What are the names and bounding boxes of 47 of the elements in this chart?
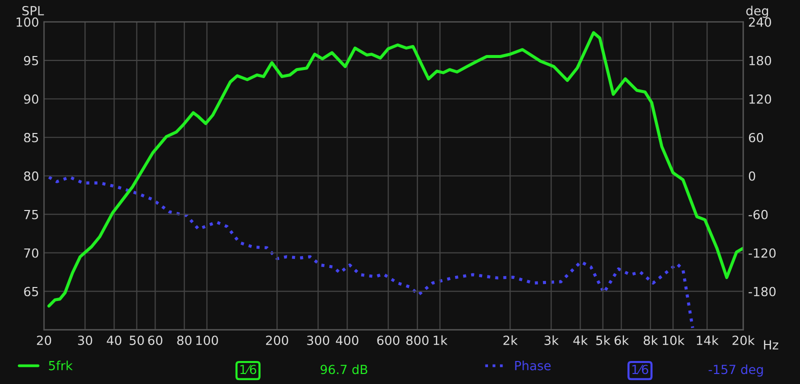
x-tick-label: 400 <box>336 336 358 346</box>
x-tick-label: 600 <box>377 336 400 346</box>
y2-tick-label: 0 <box>748 171 756 181</box>
x-tick-label: 3k <box>544 335 559 346</box>
x-tick-label: 200 <box>266 336 288 346</box>
y2-tick-label: 180 <box>749 56 772 66</box>
y-tick-label: 70 <box>24 248 38 258</box>
text: -157 deg <box>708 364 763 377</box>
x-tick-label: 2k <box>503 335 518 345</box>
text: 1⁄6 <box>632 364 648 374</box>
x-tick-label: 40 <box>106 336 122 346</box>
text: 1⁄6 <box>240 364 256 374</box>
text: 96.7 dB <box>320 364 368 374</box>
x-tick-label: 5k <box>596 335 610 346</box>
y-tick-label: 85 <box>24 132 38 142</box>
y2-tick-label: 240 <box>748 17 772 27</box>
y-tick-label: 100 <box>16 17 38 27</box>
y-tick-label: 90 <box>24 94 38 104</box>
y-tick-label: 95 <box>24 56 38 66</box>
y-tick-label: 65 <box>24 286 38 296</box>
x-tick-label: 4k <box>573 335 588 345</box>
y-tick-label: 80 <box>24 171 38 181</box>
x-tick-label: 30 <box>78 336 92 346</box>
y2-tick-label: 120 <box>749 94 772 104</box>
x-tick-label: 6k <box>614 335 629 346</box>
x-tick-label: 80 <box>177 336 192 346</box>
y2-tick-label: -60 <box>748 210 768 220</box>
y2-tick-label: 60 <box>748 132 764 142</box>
y2-axis-title: deg <box>746 6 768 18</box>
y2-tick-label: -120 <box>748 248 776 258</box>
y-tick-label: 75 <box>24 210 38 220</box>
y-axis-title: SPL <box>22 6 44 16</box>
x-tick-label: 800 <box>406 336 428 346</box>
x-tick-label: 1k <box>434 335 448 345</box>
x-tick-label: 300 <box>307 336 330 346</box>
x-tick-label: 50 <box>130 336 144 346</box>
legend-label: 5frk <box>48 360 73 370</box>
x-tick-label: 10k <box>662 335 685 346</box>
legend-label: Phase <box>515 360 551 370</box>
x-tick-label: 20 <box>36 336 52 346</box>
x-tick-label: 14k <box>696 335 719 345</box>
x-axis-title: Hz <box>764 340 778 350</box>
x-tick-label: 60 <box>148 336 162 346</box>
x-tick-label: 100 <box>196 336 218 346</box>
x-tick-label: 8k <box>644 335 658 346</box>
x-tick-label: 20k <box>732 335 755 346</box>
y2-tick-label: -180 <box>748 286 776 296</box>
